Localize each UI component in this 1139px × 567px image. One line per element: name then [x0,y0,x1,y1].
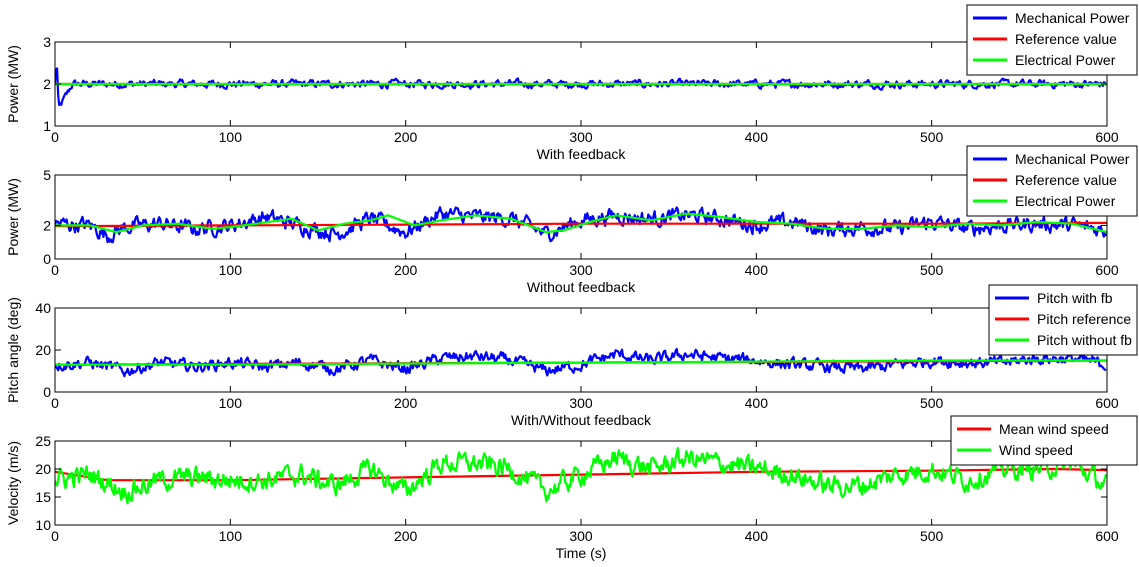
legend-label: Reference value [1015,31,1117,47]
x-tick-label: 0 [51,129,59,145]
series-line-pitch-without-fb [55,359,1107,366]
legend-label: Electrical Power [1015,193,1116,209]
x-tick-label: 100 [219,262,243,278]
x-tick-label: 600 [1095,262,1119,278]
series-line-electrical-power [55,212,1107,234]
legend-label: Pitch reference [1037,311,1131,327]
x-tick-label: 400 [745,129,769,145]
series-line-mechanical-power [55,67,1107,107]
legend: Mechanical Power Reference value Electrica… [966,145,1138,217]
y-axis-label: Velocity (m/s) [5,441,21,525]
chart-panel-3: 0 100 200 300 400 500 600 0 20 40 With/Without fee… [5,284,1138,428]
y-tick-label: 10 [35,517,51,533]
x-tick-label: 200 [394,262,418,278]
x-tick-label: 200 [394,395,418,411]
x-tick-label: 300 [569,528,593,544]
y-tick-label: 20 [35,342,51,358]
legend-label: Wind speed [999,442,1073,458]
x-tick-label: 600 [1095,395,1119,411]
legend-label: Mechanical Power [1015,10,1130,26]
legend: Mechanical Power Reference value Electrica… [966,4,1138,76]
plot-area [55,347,1107,378]
x-tick-label: 600 [1095,129,1119,145]
x-tick-label: 400 [745,262,769,278]
x-axis-label: Time (s) [556,545,607,561]
chart-panel-1: 0 100 200 300 400 500 600 1 2 3 With feedback Power… [5,4,1138,162]
y-tick-label: 20 [35,461,51,477]
x-tick-label: 0 [51,395,59,411]
y-tick-label: 0 [43,251,51,267]
x-tick-label: 500 [920,395,944,411]
plot-area [55,67,1107,107]
axes-box [54,307,1108,393]
legend-box [950,415,1138,466]
x-tick-label: 500 [920,262,944,278]
x-tick-label: 200 [394,129,418,145]
x-tick-label: 500 [920,528,944,544]
legend-label: Mechanical Power [1015,151,1130,167]
y-tick-label: 0 [43,384,51,400]
legend: Mean wind speed Wind speed [950,415,1138,466]
plot-area [55,206,1107,244]
y-tick-label: 5 [43,167,51,183]
chart-panel-2: 0 100 200 300 400 500 600 0 2 5 Without feedback Po… [5,145,1138,295]
y-tick-label: 25 [35,433,51,449]
x-tick-label: 400 [745,395,769,411]
x-tick-label: 300 [569,262,593,278]
x-tick-label: 600 [1095,528,1119,544]
legend-label: Mean wind speed [999,421,1109,437]
legend-label: Reference value [1015,172,1117,188]
x-axis-label: With feedback [537,146,627,162]
series-line-mechanical-power [55,206,1107,244]
series-line-wind-speed [55,447,1107,505]
x-tick-label: 300 [569,395,593,411]
legend-label: Pitch without fb [1037,332,1132,348]
legend: Pitch with fb Pitch reference Pitch withou… [988,284,1138,356]
x-tick-label: 0 [51,262,59,278]
y-axis-label: Power (MW) [5,178,21,256]
chart-panel-4: 0 100 200 300 400 500 600 10 15 20 25 Time (s) Veloc… [5,415,1138,561]
x-tick-label: 100 [219,528,243,544]
legend-label: Electrical Power [1015,52,1116,68]
y-tick-label: 2 [43,217,51,233]
x-tick-label: 0 [51,528,59,544]
x-axis-label: With/Without feedback [511,412,652,428]
x-tick-label: 500 [920,129,944,145]
plot-area [55,447,1107,505]
y-tick-label: 40 [35,300,51,316]
y-axis-label: Power (MW) [5,45,21,123]
x-tick-label: 100 [219,395,243,411]
x-tick-label: 100 [219,129,243,145]
y-tick-label: 15 [35,489,51,505]
y-tick-label: 3 [43,34,51,50]
legend-label: Pitch with fb [1037,290,1113,306]
x-tick-label: 300 [569,129,593,145]
axes-box [54,174,1108,260]
x-tick-label: 200 [394,528,418,544]
y-axis-label: Pitch angle (deg) [5,297,21,403]
y-tick-label: 1 [43,118,51,134]
x-tick-label: 400 [745,528,769,544]
x-axis-label: Without feedback [527,279,636,295]
y-tick-label: 2 [43,76,51,92]
